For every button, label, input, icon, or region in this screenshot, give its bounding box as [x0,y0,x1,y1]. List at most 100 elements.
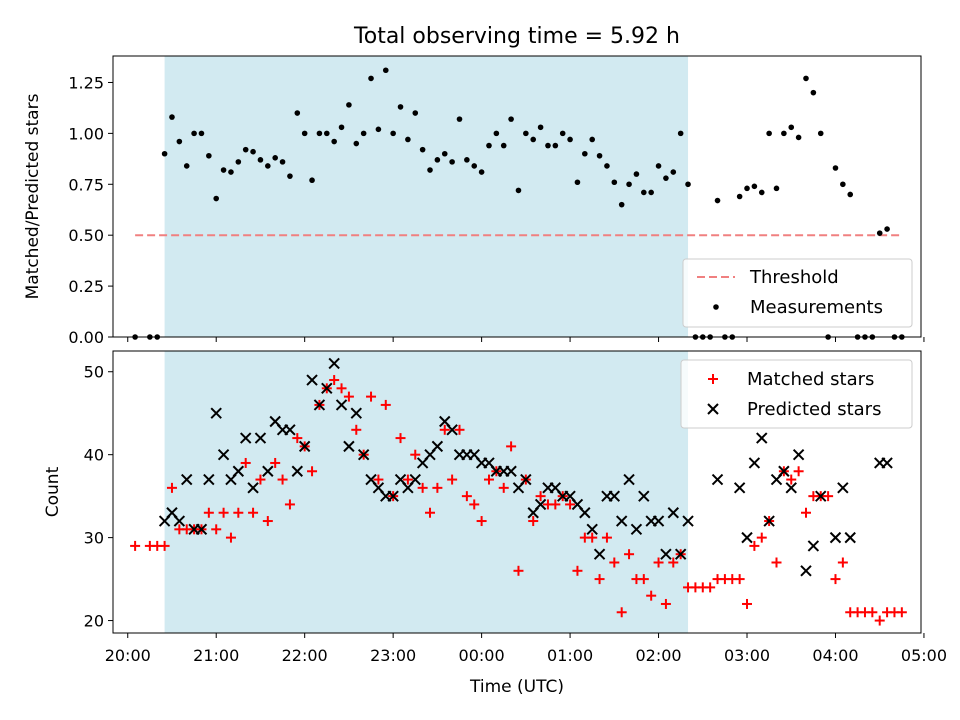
x-tick-label: 20:00 [105,646,151,665]
y-tick-label: 1.00 [68,124,104,143]
predicted-point [733,482,746,494]
matched-point [837,557,848,568]
matched-point [255,474,266,485]
matched-point [351,424,362,435]
measurement-point [323,130,330,137]
measurement-point [685,181,691,188]
predicted-point [335,399,348,411]
measurement-point [641,189,647,196]
measurement-point [677,130,684,137]
measurement-point [663,175,669,181]
y-tick-label: 0.50 [68,226,104,245]
measurement-point [331,138,337,145]
matched-point [624,549,635,560]
measurement-point [309,177,315,184]
measurement-point [419,146,426,153]
x-axis-label: Time (UTC) [469,677,564,697]
legend-matched-label: Matched stars [747,369,874,390]
predicted-point [844,531,856,544]
matched-point [417,482,428,493]
measurement-point [183,163,190,169]
predicted-point [593,548,606,560]
matched-point [572,565,583,576]
matched-point [800,507,811,518]
matched-point [616,607,627,618]
measurement-point [301,130,308,137]
predicted-point [195,523,208,536]
matched-point [653,557,664,568]
measurement-point [346,102,352,108]
predicted-point [350,407,362,419]
matched-point [823,491,834,502]
observing-window-shade [164,351,689,633]
measurement-point [832,165,839,171]
matched-point [668,557,679,568]
predicted-point [586,523,598,536]
matched-point [233,507,244,518]
measurement-point [206,152,212,159]
predicted-point [232,465,245,477]
matched-point [203,507,214,518]
predicted-point [284,424,296,436]
ratio-legend-box [682,258,913,328]
predicted-point [623,473,635,486]
predicted-point [262,465,274,477]
measurement-point [228,169,234,175]
matched-point [402,474,413,485]
matched-point [874,615,885,626]
count-legend-box [680,359,913,429]
matched-point [587,532,598,543]
predicted-point [815,490,827,502]
matched-point [373,474,384,485]
count-panel-frame [112,350,922,634]
chart-title: Total observing time = 5.92 h [353,24,680,49]
predicted-point [313,399,326,411]
measurement-point [766,130,772,137]
x-tick-label: 21:00 [193,646,239,665]
measurement-point [781,130,787,137]
matched-point [830,574,841,585]
matched-point [506,441,517,452]
measurement-point [559,130,566,137]
y-tick-label: 40 [84,446,104,465]
measurement-point [530,136,537,143]
measurement-point [508,116,514,122]
ratio-y-axis-label: Matched/Predicted stars [23,93,43,299]
predicted-point [181,473,193,486]
matched-point [742,598,753,609]
measurement-point [191,130,197,137]
measurement-point [412,110,419,116]
measurement-point [493,130,500,137]
measurement-point [744,185,750,192]
measurement-point [736,193,743,200]
measurement-point [287,173,293,179]
predicted-point [763,515,775,527]
y-tick-label: 50 [84,363,104,382]
matched-point [498,482,509,493]
matched-point [240,457,251,468]
measurement-point [471,163,478,169]
predicted-point [254,432,267,444]
x-tick-label: 01:00 [547,646,593,665]
predicted-point [638,490,650,502]
measurement-point [198,130,205,137]
measurement-point [884,226,890,232]
matched-point [469,499,480,510]
measurement-point [213,195,220,202]
matched-point [638,574,649,585]
measurement-point [449,159,455,165]
measurement-point [242,146,249,153]
predicted-point [505,465,517,477]
measurement-point [316,130,323,137]
measurement-point [427,167,433,173]
legend-matched-swatch [708,374,718,384]
legend-matched-marker [708,374,718,384]
measurement-point [648,189,654,196]
measurement-point [375,126,382,133]
matched-point [447,474,458,485]
predicted-point [630,523,643,536]
matched-point [705,582,716,593]
matched-point [660,598,671,609]
measurement-point [478,169,485,175]
predicted-point [741,531,753,544]
